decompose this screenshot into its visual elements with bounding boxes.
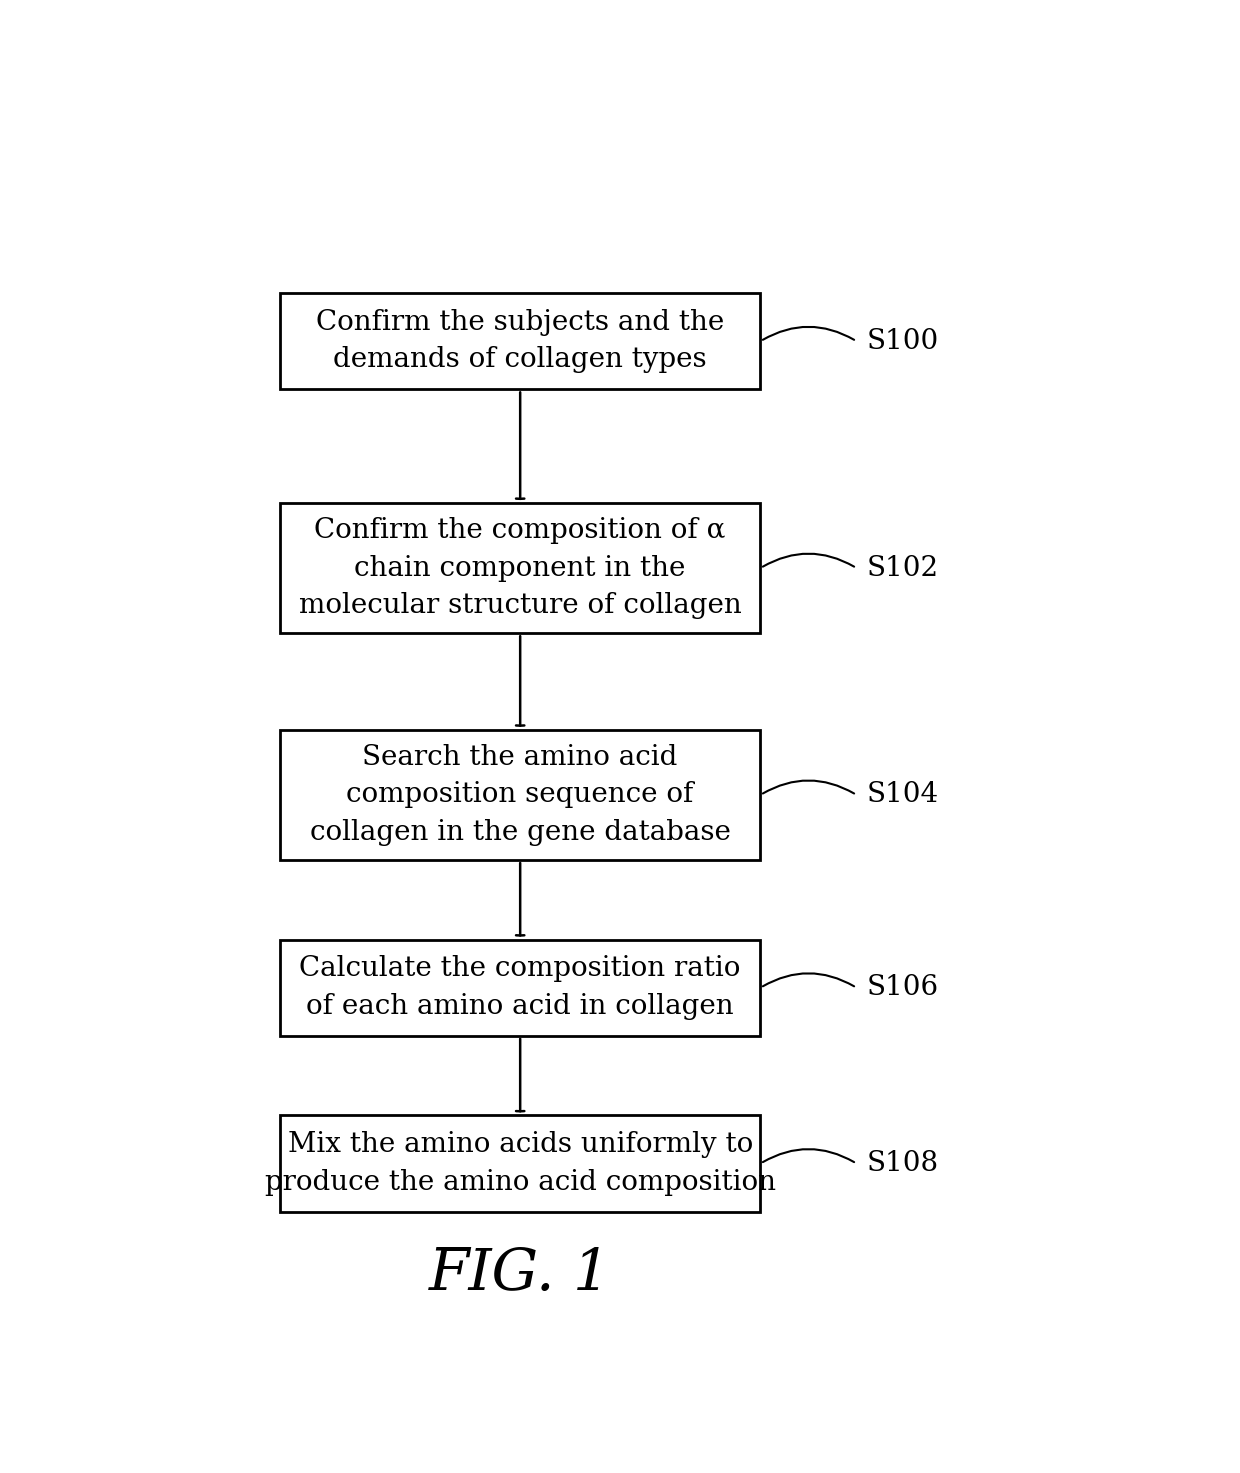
Text: S102: S102: [866, 554, 939, 582]
Bar: [280, 729, 760, 860]
Text: S104: S104: [866, 781, 939, 809]
Text: Mix the amino acids uniformly to
produce the amino acid composition: Mix the amino acids uniformly to produce…: [264, 1131, 776, 1196]
Bar: [280, 940, 760, 1036]
Text: Confirm the subjects and the
demands of collagen types: Confirm the subjects and the demands of …: [316, 309, 724, 374]
Bar: [280, 293, 760, 389]
Bar: [280, 1115, 760, 1212]
FancyArrowPatch shape: [763, 554, 854, 567]
Text: Calculate the composition ratio
of each amino acid in collagen: Calculate the composition ratio of each …: [300, 956, 740, 1019]
Text: Confirm the composition of α
chain component in the
molecular structure of colla: Confirm the composition of α chain compo…: [299, 517, 742, 619]
FancyArrowPatch shape: [763, 1149, 854, 1162]
Bar: [280, 502, 760, 633]
FancyArrowPatch shape: [763, 781, 854, 794]
Text: Search the amino acid
composition sequence of
collagen in the gene database: Search the amino acid composition sequen…: [310, 744, 730, 846]
FancyArrowPatch shape: [763, 327, 854, 340]
Text: FIG. 1: FIG. 1: [429, 1246, 611, 1304]
Text: S106: S106: [866, 974, 939, 1002]
FancyArrowPatch shape: [763, 974, 854, 987]
Text: S100: S100: [866, 327, 939, 355]
Text: S108: S108: [866, 1150, 939, 1177]
